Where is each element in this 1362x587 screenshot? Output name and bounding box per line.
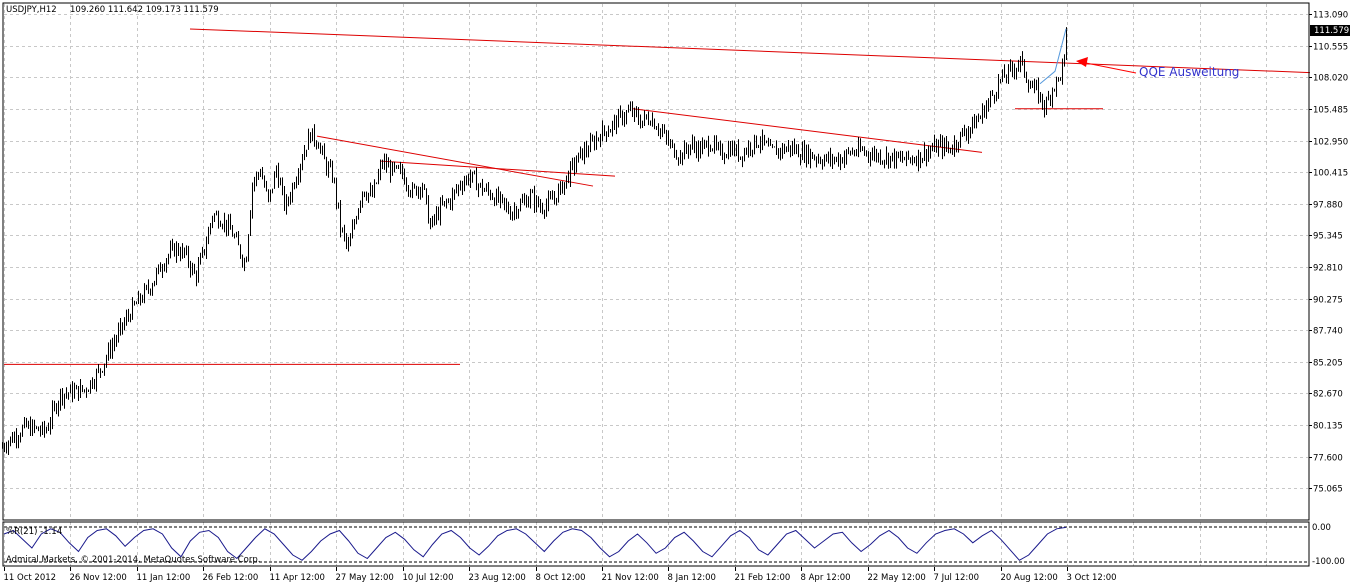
blue-line: [1039, 28, 1067, 85]
y-tick-label: 113.090: [1313, 11, 1348, 21]
x-tick-label: 11 Jan 12:00: [137, 573, 191, 583]
y-tick-label: 110.555: [1313, 43, 1348, 53]
ohlc-label: 109.260 111.642 109.173 111.579: [70, 5, 219, 15]
x-tick-label: 8 Jan 12:00: [668, 573, 716, 583]
x-tick-label: 23 Aug 12:00: [469, 573, 526, 583]
indicator-frame: [2, 521, 1310, 567]
y-tick-label: 82.670: [1313, 390, 1343, 400]
trendline: [632, 108, 983, 153]
x-tick-label: 10 Jul 12:00: [403, 573, 454, 583]
wr-level-0: 0.00: [1312, 523, 1331, 533]
grid: [4, 4, 1308, 566]
price-axis: 113.090 110.555 108.020 105.485 102.950 100.4…: [1309, 11, 1348, 495]
y-tick-label: 92.810: [1313, 264, 1343, 274]
trendline: [316, 135, 594, 187]
williams-r-panel: [3, 526, 1308, 563]
trendlines: [4, 28, 1311, 365]
time-axis: 11 Oct 2012 26 Nov 12:00 11 Jan 12:00 26 Fe…: [4, 567, 1117, 583]
price-series: [2, 27, 1067, 455]
x-tick-label: 8 Oct 12:00: [536, 573, 586, 583]
wr-line: [3, 526, 1067, 561]
x-tick-label: 3 Oct 12:00: [1067, 573, 1117, 583]
y-tick-label: 85.205: [1313, 359, 1343, 369]
x-tick-label: 11 Apr 12:00: [270, 573, 325, 583]
y-tick-label: 105.485: [1313, 106, 1348, 116]
current-price-box: [1310, 25, 1350, 36]
trendline: [189, 28, 1311, 74]
x-tick-label: 26 Nov 12:00: [70, 573, 127, 583]
x-tick-label: 7 Jul 12:00: [934, 573, 980, 583]
x-tick-label: 22 May 12:00: [868, 573, 926, 583]
annotation-arrow-line: [1085, 62, 1137, 74]
y-tick-label: 90.275: [1313, 296, 1343, 306]
y-tick-label: 75.065: [1313, 485, 1343, 495]
annotation-arrow-head: [1076, 57, 1088, 67]
copyright-label: Admiral Markets, © 2001-2014, MetaQuotes…: [6, 555, 260, 565]
x-tick-label: 27 May 12:00: [336, 573, 394, 583]
symbol-label: USDJPY,H12: [6, 5, 57, 15]
y-tick-label: 102.950: [1313, 138, 1348, 148]
y-tick-label: 87.740: [1313, 327, 1343, 337]
blue-projection-line: [1039, 28, 1067, 85]
y-tick-label: 97.880: [1313, 201, 1343, 211]
y-tick-label: 108.020: [1313, 74, 1348, 84]
y-tick-label: 77.600: [1313, 454, 1343, 464]
x-tick-label: 8 Apr 12:00: [801, 573, 851, 583]
annotation-text: QQE Ausweitung: [1139, 65, 1239, 79]
wr-level-100: -100.00: [1312, 557, 1345, 567]
y-tick-label: 95.345: [1313, 232, 1343, 242]
indicator-label: %R(21) -1.14: [6, 527, 62, 537]
x-tick-label: 21 Nov 12:00: [602, 573, 659, 583]
main-chart-frame: [2, 2, 1310, 521]
y-tick-label: 80.135: [1313, 422, 1343, 432]
x-tick-label: 26 Feb 12:00: [203, 573, 259, 583]
current-price-label: 111.579: [1314, 26, 1349, 36]
x-tick-label: 21 Feb 12:00: [735, 573, 791, 583]
y-tick-label: 100.415: [1313, 169, 1348, 179]
x-tick-label: 11 Oct 2012: [4, 573, 57, 583]
trendline: [379, 160, 616, 177]
x-tick-label: 20 Aug 12:00: [1001, 573, 1058, 583]
